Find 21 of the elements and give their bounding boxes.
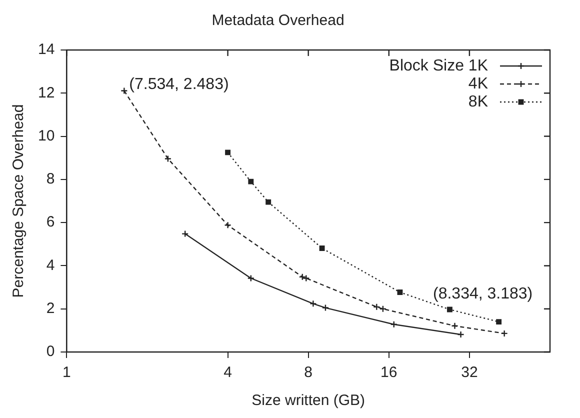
y-tick-label: 14 [38, 41, 55, 58]
y-tick-label: 2 [46, 300, 55, 317]
y-tick-label: 4 [46, 256, 55, 274]
chart-title: Metadata Overhead [212, 12, 344, 30]
annotation: (8.334, 3.183) [432, 286, 533, 303]
annotation: (7.534, 2.483) [129, 76, 229, 94]
legend-label: 8K [468, 93, 488, 110]
x-tick-label: 8 [304, 364, 313, 382]
x-tick-label: 1 [62, 364, 71, 382]
x-tick-label: 16 [380, 364, 398, 382]
y-tick-label: 0 [46, 343, 55, 360]
x-tick-label: 32 [461, 364, 478, 382]
y-tick-label: 10 [38, 127, 55, 144]
y-tick-label: 8 [46, 170, 55, 188]
y-tick-label: 6 [46, 214, 55, 231]
x-axis-title: Size written (GB) [252, 392, 366, 410]
y-axis-title: Percentage Space Overhead [10, 104, 28, 298]
x-tick-label: 4 [224, 364, 232, 382]
legend-label: Block Size 1K [389, 57, 488, 74]
y-tick-label: 12 [38, 84, 55, 102]
legend-label: 4K [468, 75, 488, 92]
